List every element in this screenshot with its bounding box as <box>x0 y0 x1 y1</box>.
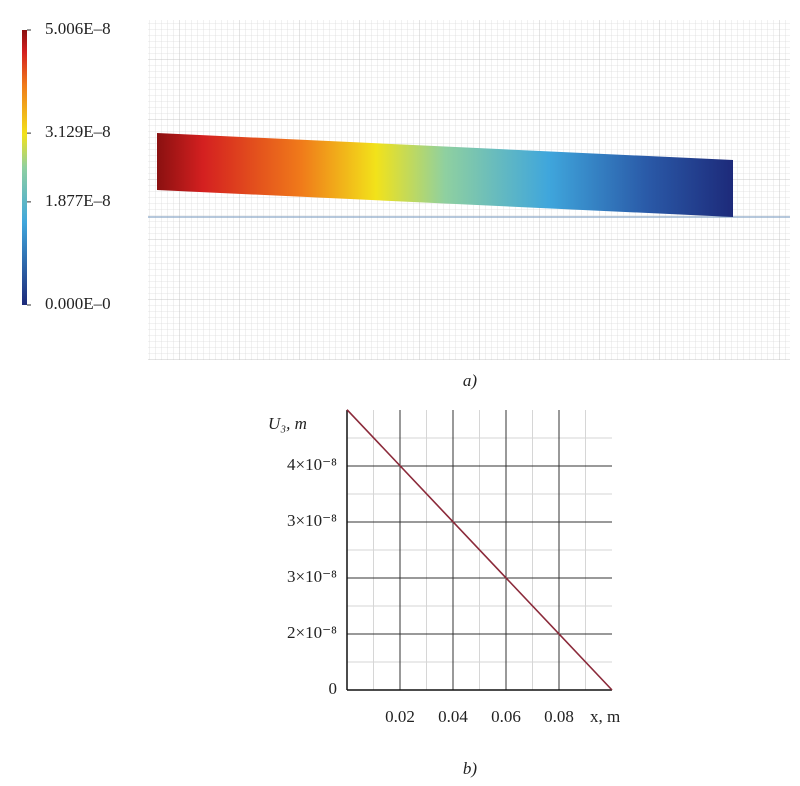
colorbar-label: 1.877E–8 <box>45 191 111 210</box>
y-axis-label: U₃, m <box>268 414 307 433</box>
caption: a) <box>463 371 478 390</box>
y-tick-label: 3×10⁻⁸ <box>287 511 337 530</box>
colorbar-label: 0.000E–0 <box>45 294 111 313</box>
x-tick-label: 0.02 <box>385 707 415 726</box>
caption: b) <box>463 759 478 778</box>
panel-b: b) U₃, m x, m <box>268 414 620 778</box>
x-tick-label: 0.06 <box>491 707 521 726</box>
x-tick-label: 0.04 <box>438 707 468 726</box>
x-tick-label: 0.08 <box>544 707 574 726</box>
colorbar <box>22 30 27 305</box>
beam <box>157 133 733 217</box>
panel-a: a) <box>22 20 790 390</box>
y-tick-label: 0 <box>329 679 338 698</box>
y-tick-label: 4×10⁻⁸ <box>287 455 337 474</box>
colorbar-label: 5.006E–8 <box>45 19 111 38</box>
colorbar-label: 3.129E–8 <box>45 122 111 141</box>
y-tick-label: 3×10⁻⁸ <box>287 567 337 586</box>
x-axis-label: x, m <box>590 707 620 726</box>
data-line <box>346 409 613 691</box>
y-tick-label: 2×10⁻⁸ <box>287 623 337 642</box>
